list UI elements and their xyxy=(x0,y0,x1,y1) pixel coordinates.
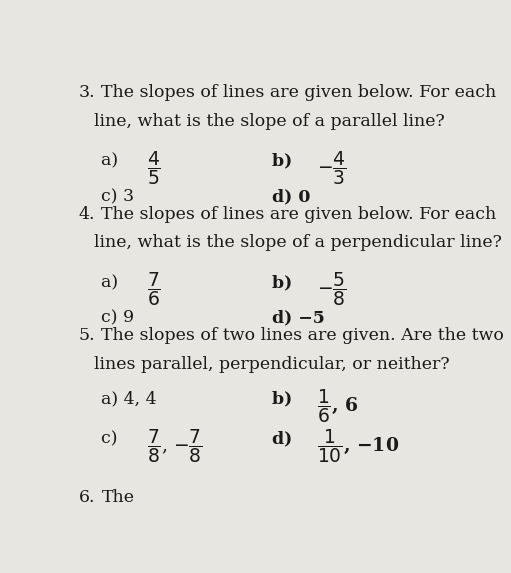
Text: 3.: 3. xyxy=(79,84,96,101)
Text: $-\dfrac{4}{3}$: $-\dfrac{4}{3}$ xyxy=(317,149,346,187)
Text: lines parallel, perpendicular, or neither?: lines parallel, perpendicular, or neithe… xyxy=(94,355,449,372)
Text: b): b) xyxy=(272,274,298,291)
Text: c): c) xyxy=(102,430,124,448)
Text: 4.: 4. xyxy=(79,206,96,222)
Text: b): b) xyxy=(272,391,298,408)
Text: 6.: 6. xyxy=(79,489,96,506)
Text: $\dfrac{1}{10}$, −10: $\dfrac{1}{10}$, −10 xyxy=(317,427,399,465)
Text: 5.: 5. xyxy=(79,327,96,344)
Text: a) 4, 4: a) 4, 4 xyxy=(102,391,157,408)
Text: line, what is the slope of a perpendicular line?: line, what is the slope of a perpendicul… xyxy=(94,234,501,251)
Text: a): a) xyxy=(102,152,124,170)
Text: The: The xyxy=(102,489,134,506)
Text: $-\dfrac{5}{8}$: $-\dfrac{5}{8}$ xyxy=(317,270,346,308)
Text: c) 9: c) 9 xyxy=(102,309,134,326)
Text: The slopes of lines are given below. For each: The slopes of lines are given below. For… xyxy=(102,84,497,101)
Text: a): a) xyxy=(102,274,124,291)
Text: $\dfrac{7}{8}$, $-\dfrac{7}{8}$: $\dfrac{7}{8}$, $-\dfrac{7}{8}$ xyxy=(147,427,202,465)
Text: b): b) xyxy=(272,152,298,170)
Text: $\dfrac{7}{6}$: $\dfrac{7}{6}$ xyxy=(147,270,160,308)
Text: The slopes of lines are given below. For each: The slopes of lines are given below. For… xyxy=(102,206,497,222)
Text: d) −5: d) −5 xyxy=(272,309,324,326)
Text: $\dfrac{1}{6}$, 6: $\dfrac{1}{6}$, 6 xyxy=(317,387,358,425)
Text: The slopes of two lines are given. Are the two: The slopes of two lines are given. Are t… xyxy=(102,327,504,344)
Text: c) 3: c) 3 xyxy=(102,188,134,205)
Text: d) 0: d) 0 xyxy=(272,188,310,205)
Text: d): d) xyxy=(272,430,298,448)
Text: $\dfrac{4}{5}$: $\dfrac{4}{5}$ xyxy=(147,149,160,187)
Text: line, what is the slope of a parallel line?: line, what is the slope of a parallel li… xyxy=(94,113,445,130)
